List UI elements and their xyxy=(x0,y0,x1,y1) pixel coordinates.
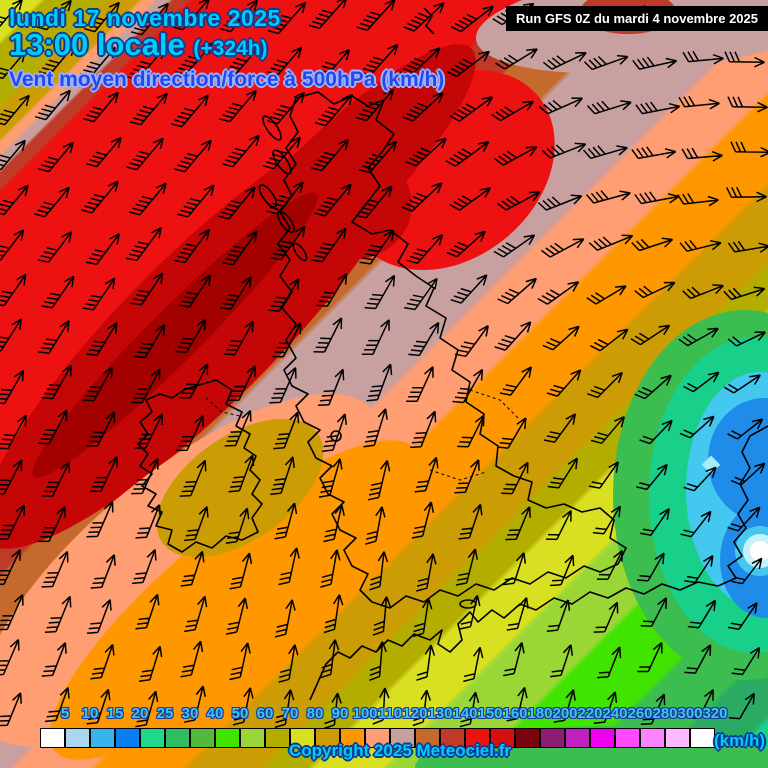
legend-tick-label: 50 xyxy=(231,705,249,722)
legend-box xyxy=(640,728,665,748)
legend-box xyxy=(40,728,65,748)
legend-tick-label: 130 xyxy=(427,705,453,722)
legend-tick-label: 220 xyxy=(577,705,603,722)
island-hebrides-3 xyxy=(258,184,278,208)
legend-tick-label: 120 xyxy=(402,705,428,722)
field-orange-sw xyxy=(49,440,421,760)
legend-box xyxy=(440,728,465,748)
legend-tick-label: 160 xyxy=(502,705,528,722)
legend-tick-label: 30 xyxy=(181,705,199,722)
legend-box xyxy=(515,728,540,748)
legend-tick-label: 20 xyxy=(131,705,149,722)
legend-box xyxy=(465,728,490,748)
legend-box xyxy=(365,728,390,748)
legend-tick-label: 80 xyxy=(306,705,324,722)
wind-barbs xyxy=(0,0,768,730)
legend-box xyxy=(590,728,615,748)
wind-barb-layer xyxy=(0,0,768,730)
legend-box xyxy=(290,728,315,748)
legend-tick-label: 180 xyxy=(527,705,553,722)
legend-tick-label: 140 xyxy=(452,705,478,722)
legend-tick-label: 200 xyxy=(552,705,578,722)
island-shetland xyxy=(423,7,435,35)
legend-box xyxy=(340,728,365,748)
field-wind-min-center xyxy=(750,541,768,561)
legend-box xyxy=(615,728,640,748)
legend-tick-label: 110 xyxy=(377,705,403,722)
legend-box xyxy=(690,728,715,748)
legend-tick-label: 15 xyxy=(106,705,124,722)
coastline-continent xyxy=(309,425,768,701)
legend-box xyxy=(390,728,415,748)
legend-tick-label: 320 xyxy=(702,705,728,722)
field-maroon-streak xyxy=(32,192,318,478)
legend-box xyxy=(490,728,515,748)
legend-tick-label: 260 xyxy=(627,705,653,722)
legend-box xyxy=(315,728,340,748)
border-dashed-1 xyxy=(205,397,241,417)
legend-tick-label: 90 xyxy=(331,705,349,722)
legend-tick-label: 60 xyxy=(256,705,274,722)
legend-tick-label: 100 xyxy=(352,705,378,722)
legend-tick-label: 10 xyxy=(81,705,99,722)
legend-tick-label: 150 xyxy=(477,705,503,722)
legend-tick-label: 280 xyxy=(652,705,678,722)
legend-tick-label: 300 xyxy=(677,705,703,722)
legend-box xyxy=(115,728,140,748)
coastline-great-britain xyxy=(277,91,627,609)
legend-box xyxy=(90,728,115,748)
field-blue-core-upper xyxy=(708,398,768,522)
island-hebrides-1 xyxy=(262,115,282,141)
legend-box xyxy=(165,728,190,748)
island-hebrides-5 xyxy=(292,242,308,262)
legend-box xyxy=(190,728,215,748)
legend-tick-label: 5 xyxy=(60,705,70,722)
legend-box xyxy=(65,728,90,748)
legend-box xyxy=(565,728,590,748)
legend-box xyxy=(415,728,440,748)
legend-tick-label: 240 xyxy=(602,705,628,722)
legend-box xyxy=(215,728,240,748)
coastline-ireland xyxy=(137,379,263,553)
legend-box xyxy=(540,728,565,748)
coastlines xyxy=(137,7,768,701)
legend-tick-label: 40 xyxy=(206,705,224,722)
legend-tick-label: 25 xyxy=(156,705,174,722)
legend-tick-label: 70 xyxy=(281,705,299,722)
border-dashed-2 xyxy=(429,389,521,481)
legend-box xyxy=(140,728,165,748)
legend-box xyxy=(665,728,690,748)
legend-box xyxy=(240,728,265,748)
legend-box xyxy=(265,728,290,748)
